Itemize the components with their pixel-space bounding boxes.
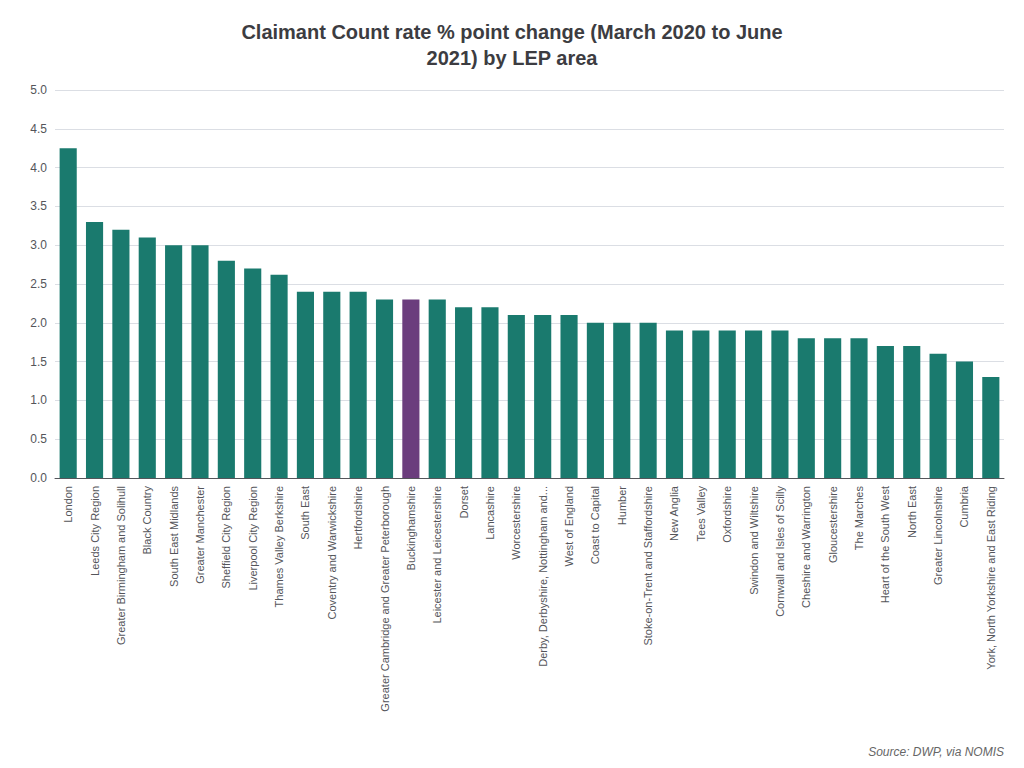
svg-text:1.0: 1.0	[30, 393, 47, 407]
svg-text:Greater Birmingham and Solihul: Greater Birmingham and Solihull	[115, 486, 127, 645]
svg-text:Lancashire: Lancashire	[484, 486, 496, 540]
svg-text:Worcestershire: Worcestershire	[510, 486, 522, 560]
svg-text:Derby, Derbyshire, Nottingham: Derby, Derbyshire, Nottingham and...	[537, 486, 549, 667]
svg-text:3.0: 3.0	[30, 238, 47, 252]
svg-text:2.5: 2.5	[30, 277, 47, 291]
svg-text:Claimant Count rate % point ch: Claimant Count rate % point change (Marc…	[241, 21, 782, 43]
svg-text:North East: North East	[906, 486, 918, 538]
svg-text:0.0: 0.0	[30, 471, 47, 485]
svg-text:Source: DWP, via NOMIS: Source: DWP, via NOMIS	[868, 745, 1004, 759]
svg-text:Cheshire and Warrington: Cheshire and Warrington	[800, 486, 812, 608]
svg-text:Sheffield City Region: Sheffield City Region	[220, 486, 232, 589]
svg-text:2.0: 2.0	[30, 316, 47, 330]
svg-text:Dorset: Dorset	[458, 486, 470, 518]
svg-text:West of England: West of England	[563, 486, 575, 567]
svg-text:New Anglia: New Anglia	[668, 485, 680, 541]
svg-text:Coventry and Warwickshire: Coventry and Warwickshire	[326, 486, 338, 619]
svg-text:Oxfordshire: Oxfordshire	[721, 486, 733, 543]
svg-text:Heart of the South West: Heart of the South West	[879, 486, 891, 603]
svg-text:0.5: 0.5	[30, 432, 47, 446]
svg-text:South East: South East	[299, 486, 311, 540]
svg-text:Stoke-on-Trent and Staffordshi: Stoke-on-Trent and Staffordshire	[642, 486, 654, 646]
svg-text:Swindon and Wiltshire: Swindon and Wiltshire	[748, 486, 760, 595]
svg-text:Cornwall and Isles of Scilly: Cornwall and Isles of Scilly	[774, 486, 786, 617]
svg-text:Greater Cambridge and Greater: Greater Cambridge and Greater Peterborou…	[379, 486, 391, 712]
svg-text:London: London	[62, 486, 74, 523]
svg-text:Greater Lincolnshire: Greater Lincolnshire	[932, 486, 944, 585]
svg-text:Hertfordshire: Hertfordshire	[352, 486, 364, 550]
svg-text:2021) by LEP area: 2021) by LEP area	[427, 47, 599, 69]
svg-text:4.0: 4.0	[30, 161, 47, 175]
svg-text:York, North Yorkshire and East: York, North Yorkshire and East Riding	[985, 486, 997, 670]
svg-text:Liverpool City Region: Liverpool City Region	[247, 486, 259, 591]
svg-text:The Marches: The Marches	[853, 486, 865, 551]
svg-text:4.5: 4.5	[30, 122, 47, 136]
svg-text:Humber: Humber	[616, 486, 628, 525]
svg-text:Buckinghamshire: Buckinghamshire	[405, 486, 417, 570]
svg-text:South East Midlands: South East Midlands	[168, 486, 180, 587]
svg-text:Cumbria: Cumbria	[958, 485, 970, 527]
svg-text:Thames Valley Berkshire: Thames Valley Berkshire	[273, 486, 285, 607]
svg-text:3.5: 3.5	[30, 199, 47, 213]
svg-text:Leicester and Leicestershire: Leicester and Leicestershire	[431, 486, 443, 624]
svg-text:Tees Valley: Tees Valley	[695, 486, 707, 542]
svg-text:Black Country: Black Country	[141, 486, 153, 555]
svg-text:Greater Manchester: Greater Manchester	[194, 486, 206, 584]
svg-text:Gloucestershire: Gloucestershire	[827, 486, 839, 563]
svg-text:Leeds City Region: Leeds City Region	[89, 486, 101, 576]
svg-text:Coast to Capital: Coast to Capital	[589, 486, 601, 564]
svg-text:1.5: 1.5	[30, 355, 47, 369]
svg-text:5.0: 5.0	[30, 83, 47, 97]
